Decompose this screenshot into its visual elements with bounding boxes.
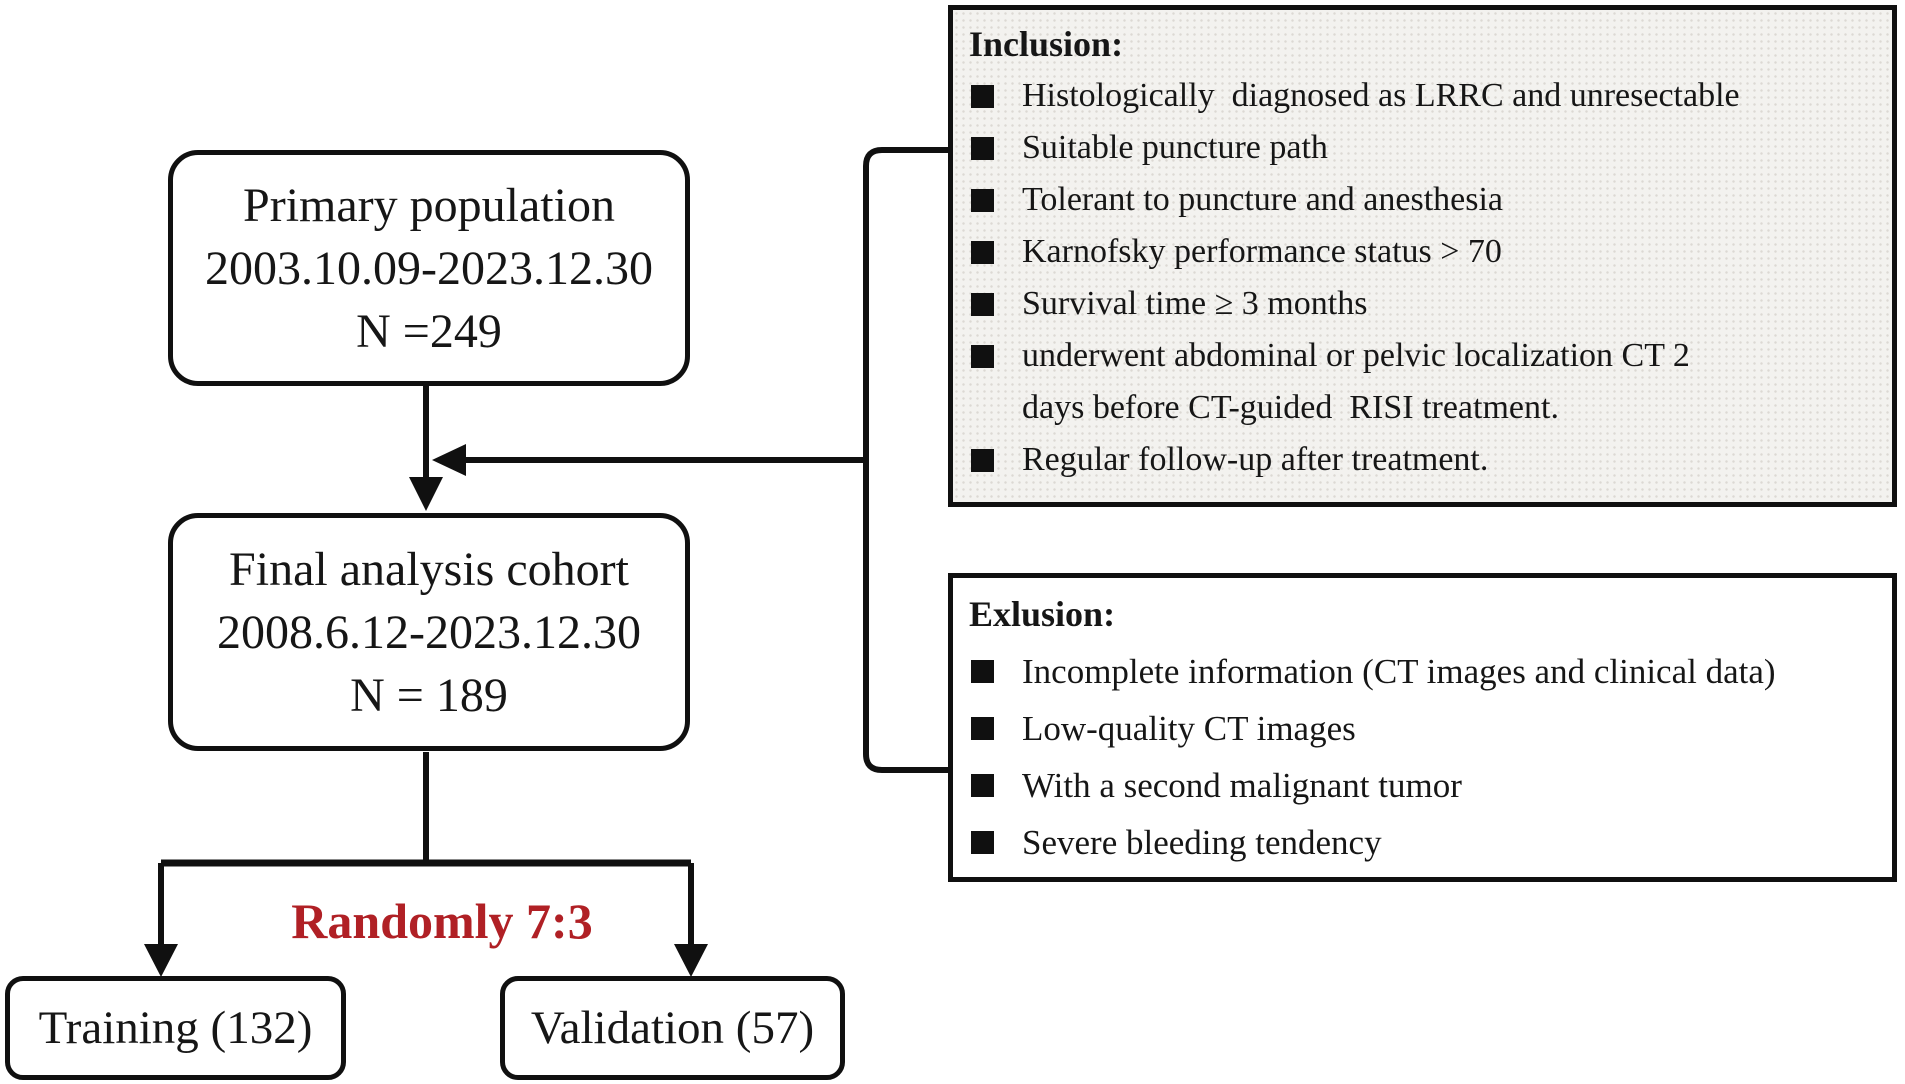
final-cohort-count: N = 189: [350, 668, 508, 722]
exclusion-title: Exlusion:: [969, 594, 1116, 634]
arrowhead-criteria-to-flow: [432, 444, 466, 476]
inclusion-item: Regular follow-up after treatment.: [969, 434, 1874, 486]
final-cohort-title: Final analysis cohort: [229, 542, 629, 596]
bullet-square-icon: [971, 831, 994, 854]
arrowhead-to-training: [144, 944, 178, 977]
exclusion-item: Low-quality CT images: [969, 700, 1874, 757]
arrowhead-to-validation: [674, 944, 708, 977]
inclusion-panel: Inclusion: Histologically diagnosed as L…: [948, 5, 1897, 507]
split-ratio-label: Randomly 7:3: [291, 893, 593, 949]
inclusion-item: Histologically diagnosed as LRRC and unr…: [969, 70, 1874, 122]
final-cohort-period: 2008.6.12-2023.12.30: [217, 605, 641, 659]
arrowhead-primary-to-final: [409, 477, 443, 511]
final-cohort-box: Final analysis cohort 2008.6.12-2023.12.…: [168, 513, 690, 751]
primary-population-period: 2003.10.09-2023.12.30: [205, 241, 653, 295]
bullet-square-icon: [971, 293, 994, 316]
inclusion-list: Histologically diagnosed as LRRC and unr…: [969, 70, 1874, 486]
primary-population-box: Primary population 2003.10.09-2023.12.30…: [168, 150, 690, 386]
bullet-square-icon: [971, 717, 994, 740]
validation-box: Validation (57): [500, 976, 845, 1080]
primary-population-count: N =249: [356, 304, 502, 358]
exclusion-item: Severe bleeding tendency: [969, 814, 1874, 871]
bracket-connector: [863, 147, 948, 773]
bullet-square-icon: [971, 345, 994, 368]
inclusion-item: Tolerant to puncture and anesthesia: [969, 174, 1874, 226]
exclusion-item: Incomplete information (CT images and cl…: [969, 643, 1874, 700]
exclusion-item: With a second malignant tumor: [969, 757, 1874, 814]
bullet-square-icon: [971, 449, 994, 472]
inclusion-item: Suitable puncture path: [969, 122, 1874, 174]
bullet-square-icon: [971, 241, 994, 264]
bullet-square-icon: [971, 189, 994, 212]
bullet-square-icon: [971, 660, 994, 683]
training-box: Training (132): [5, 976, 346, 1080]
inclusion-title: Inclusion:: [969, 24, 1124, 64]
inclusion-item: Survival time ≥ 3 months: [969, 278, 1874, 330]
bullet-square-icon: [971, 137, 994, 160]
exclusion-panel: Exlusion: Incomplete information (CT ima…: [948, 573, 1897, 882]
bullet-square-icon: [971, 85, 994, 108]
primary-population-title: Primary population: [243, 178, 615, 232]
exclusion-list: Incomplete information (CT images and cl…: [969, 643, 1874, 871]
inclusion-item: Karnofsky performance status > 70: [969, 226, 1874, 278]
inclusion-item: underwent abdominal or pelvic localizati…: [969, 330, 1874, 434]
bullet-square-icon: [971, 774, 994, 797]
